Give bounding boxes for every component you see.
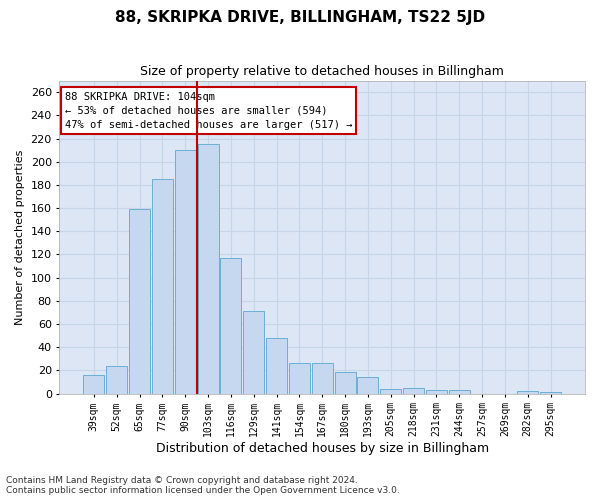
X-axis label: Distribution of detached houses by size in Billingham: Distribution of detached houses by size … (155, 442, 489, 455)
Bar (335, 372, 356, 394)
Bar (358, 378, 379, 394)
Bar (83, 375, 104, 394)
Bar (129, 209, 150, 394)
Bar (289, 364, 310, 394)
Title: Size of property relative to detached houses in Billingham: Size of property relative to detached ho… (140, 65, 504, 78)
Bar (152, 179, 173, 394)
Bar (243, 311, 264, 394)
Text: 88 SKRIPKA DRIVE: 104sqm
← 53% of detached houses are smaller (594)
47% of semi-: 88 SKRIPKA DRIVE: 104sqm ← 53% of detach… (65, 92, 352, 130)
Text: 88, SKRIPKA DRIVE, BILLINGHAM, TS22 5JD: 88, SKRIPKA DRIVE, BILLINGHAM, TS22 5JD (115, 10, 485, 25)
Y-axis label: Number of detached properties: Number of detached properties (15, 150, 25, 324)
Bar (380, 389, 401, 394)
Bar (220, 258, 241, 394)
Bar (517, 391, 538, 394)
Bar (403, 388, 424, 394)
Bar (312, 364, 333, 394)
Bar (197, 144, 218, 394)
Bar (266, 338, 287, 394)
Bar (175, 150, 196, 394)
Bar (449, 390, 470, 394)
Bar (540, 392, 561, 394)
Bar (426, 390, 447, 394)
Bar (106, 366, 127, 394)
Text: Contains HM Land Registry data © Crown copyright and database right 2024.
Contai: Contains HM Land Registry data © Crown c… (6, 476, 400, 495)
